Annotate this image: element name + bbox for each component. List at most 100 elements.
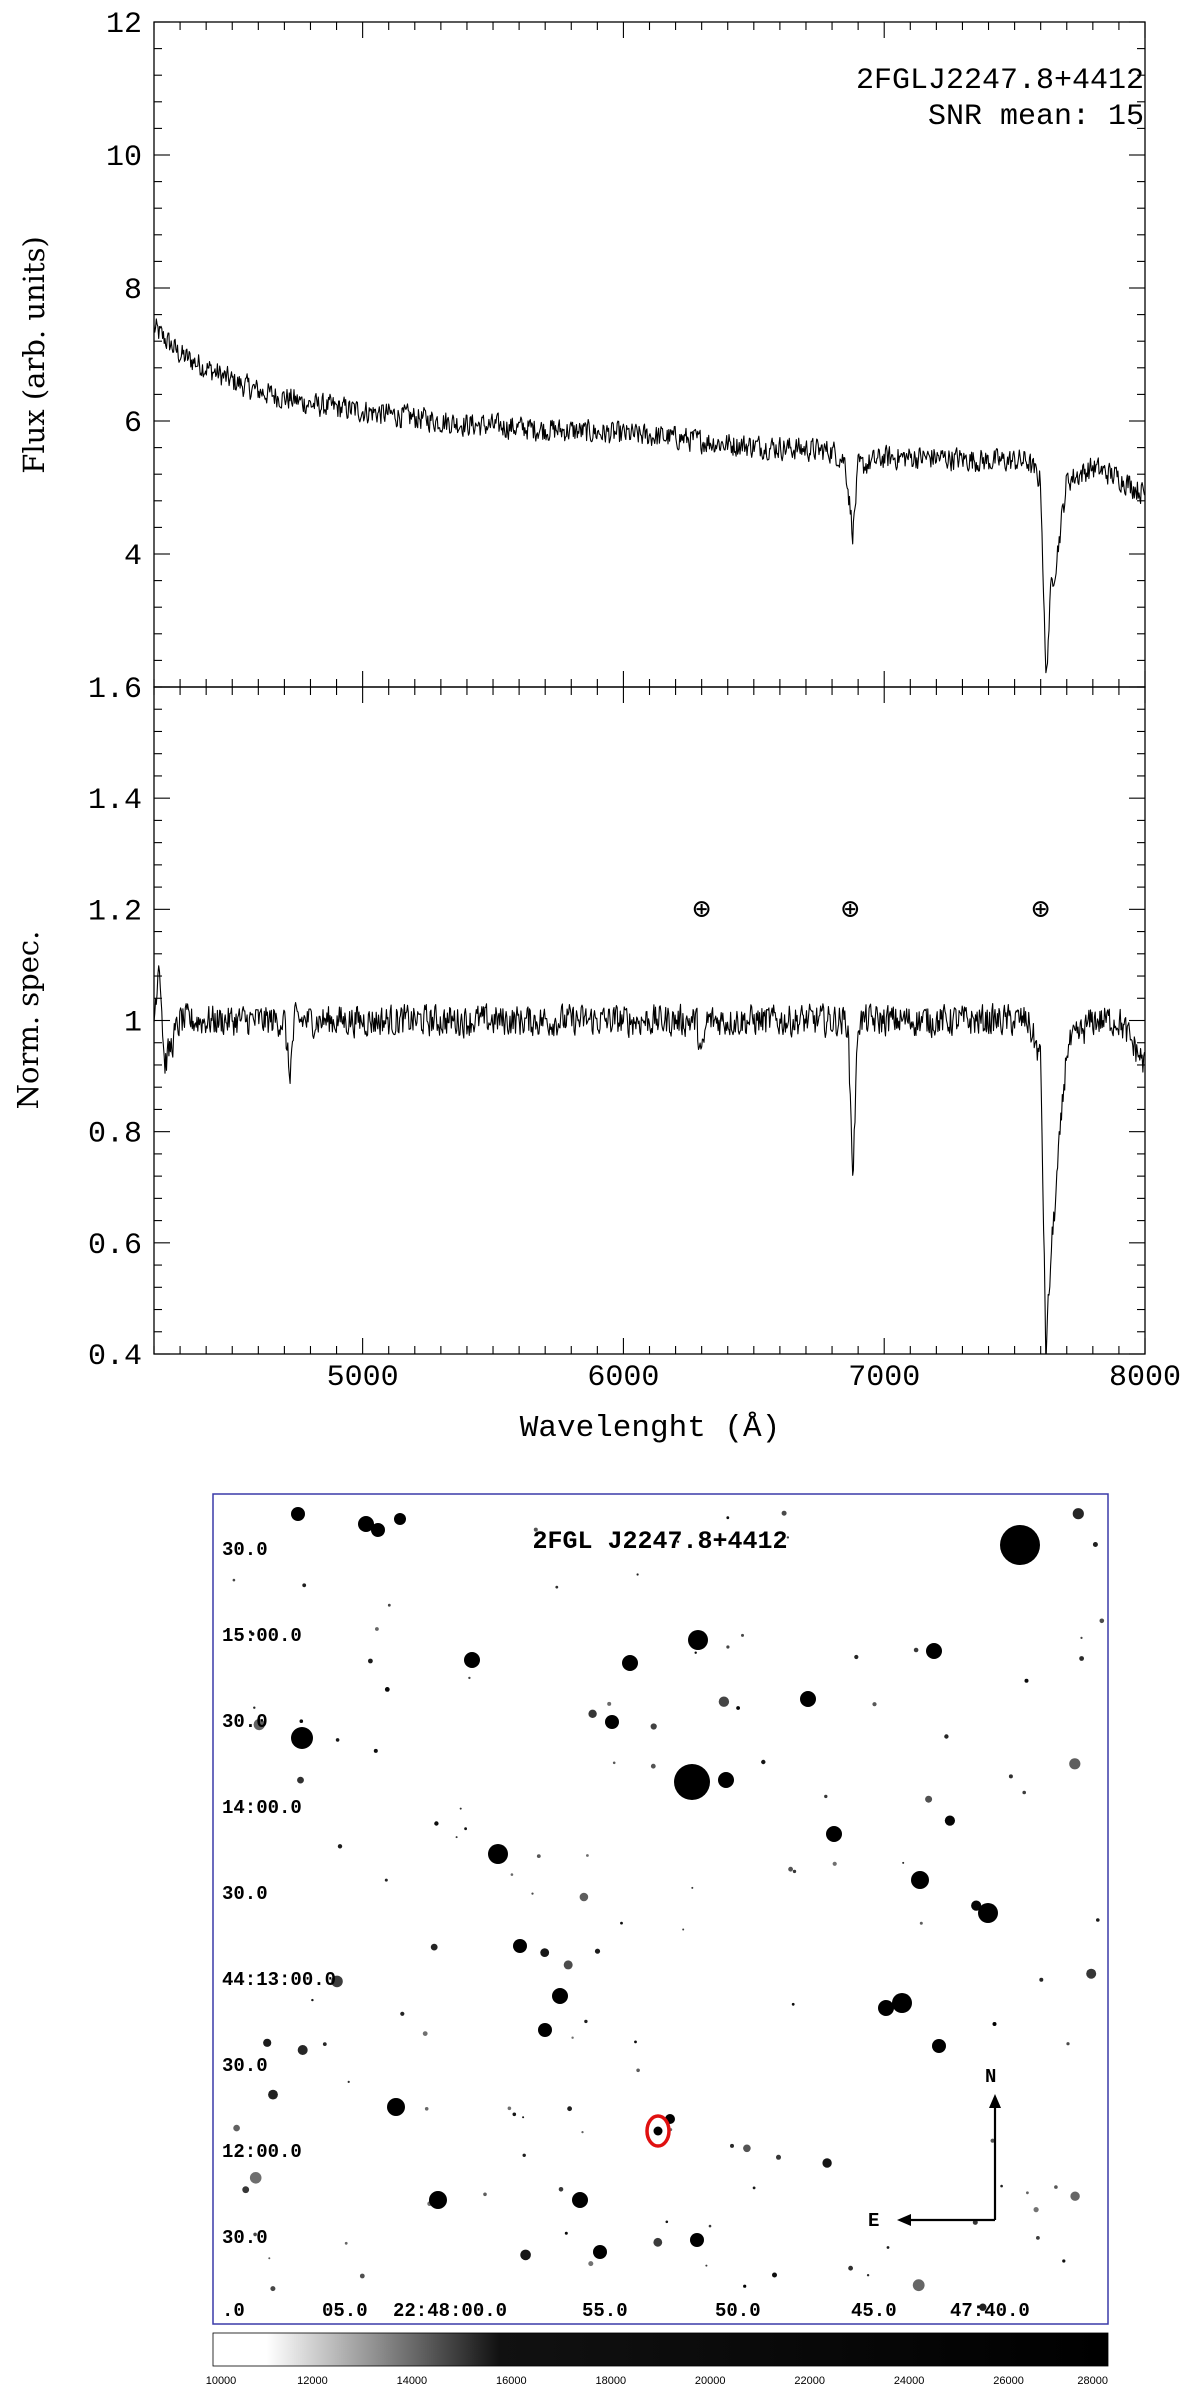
declination-labels: 30.0 15:00.0 30.0 14:00.0 30.0 44:13:00.0 30.0… [222,1539,336,2249]
star [726,1516,730,1520]
star [586,1854,589,1857]
colorbar-tick-label: 18000 [595,2375,626,2387]
star [886,2246,890,2249]
star [263,2038,272,2047]
target-star [653,2126,663,2136]
star [718,1772,734,1788]
finding-chart-frame [212,1493,1109,2325]
star [972,2219,978,2225]
star [291,1507,305,1521]
star [427,2201,432,2206]
star [650,1723,657,1730]
star [944,1815,956,1826]
star [358,1516,374,1532]
star [322,2042,327,2046]
star [682,1928,685,1931]
star [540,1948,550,1957]
star [291,1727,313,1749]
y-tick-label: 0.6 [88,1229,142,1263]
colorbar-tick-label: 24000 [894,2375,925,2387]
star [913,1647,919,1653]
star [571,2036,574,2039]
star [1080,1636,1083,1639]
star [878,2000,894,2016]
star [387,1603,391,1607]
star [992,2022,997,2026]
star [792,1869,797,1874]
colorbar-tick-label: 14000 [397,2375,428,2387]
star [510,1873,514,1876]
dec-label: 30.0 [222,2055,268,2077]
ra-label: 50.0 [715,2300,761,2322]
star [636,1573,639,1576]
colorbar-tick-label: 12000 [297,2375,328,2387]
star [522,2116,525,2119]
colorbar-tick-labels: 10000 12000 14000 16000 18000 20000 22000 24000… [206,2375,1108,2387]
star [250,1632,255,1636]
ra-label: 45.0 [851,2300,897,2322]
star [1033,2207,1039,2213]
star [464,1827,467,1831]
star [1000,2184,1003,2188]
star [902,1861,905,1864]
star [622,1655,638,1671]
star [636,2068,640,2073]
target-marker [645,2114,671,2148]
star [1070,2191,1080,2201]
dec-label: 30.0 [222,1711,268,1733]
star [919,1921,923,1925]
star [607,1701,612,1706]
star [979,2303,987,2311]
star [776,2154,781,2160]
star [394,1513,406,1525]
finding-chart-title: 2FGL J2247.8+4412 [532,1527,787,1556]
star [822,2158,832,2168]
star [430,1943,438,1951]
star [572,2192,588,2208]
star [743,2144,751,2153]
star [1069,1758,1081,1770]
star [424,2107,429,2111]
y-tick-label: 12 [106,8,142,42]
star [674,1764,710,1800]
star [593,2245,607,2259]
colorbar-tick-label: 16000 [496,2375,527,2387]
star [434,1821,439,1826]
star [297,1776,304,1784]
compass: N E [868,2066,1001,2232]
star [468,1676,471,1680]
star [688,1630,708,1650]
dec-label: 12:00.0 [222,2141,302,2163]
y-tick-label: 0.4 [88,1340,142,1374]
star [612,1761,616,1765]
star [422,2031,428,2036]
telluric-marker: ⊕ [841,894,859,928]
star [826,1826,842,1842]
star [373,1748,378,1753]
y-tick-label: 8 [124,274,142,308]
bottom-normalized-spectrum-line [154,965,1145,1354]
star [1096,1918,1100,1922]
y-tick-label: 10 [106,141,142,175]
star [781,1510,787,1516]
star [736,1706,740,1710]
star [249,2172,262,2184]
star [971,1900,982,1911]
star [1079,1656,1084,1661]
star [912,2279,925,2292]
east-arrow-head [897,2214,911,2226]
colorbar [212,2332,1109,2367]
telluric-marker: ⊕ [1032,894,1050,928]
star [824,1794,828,1799]
star [253,1719,265,1731]
star [375,1627,379,1631]
star [588,1709,597,1719]
x-tick-label: 8000 [1109,1361,1181,1395]
star [634,2040,637,2044]
star [400,2011,405,2016]
star [302,1583,307,1588]
y-tick-label: 6 [124,407,142,441]
star [337,1844,343,1849]
star [564,2231,568,2235]
